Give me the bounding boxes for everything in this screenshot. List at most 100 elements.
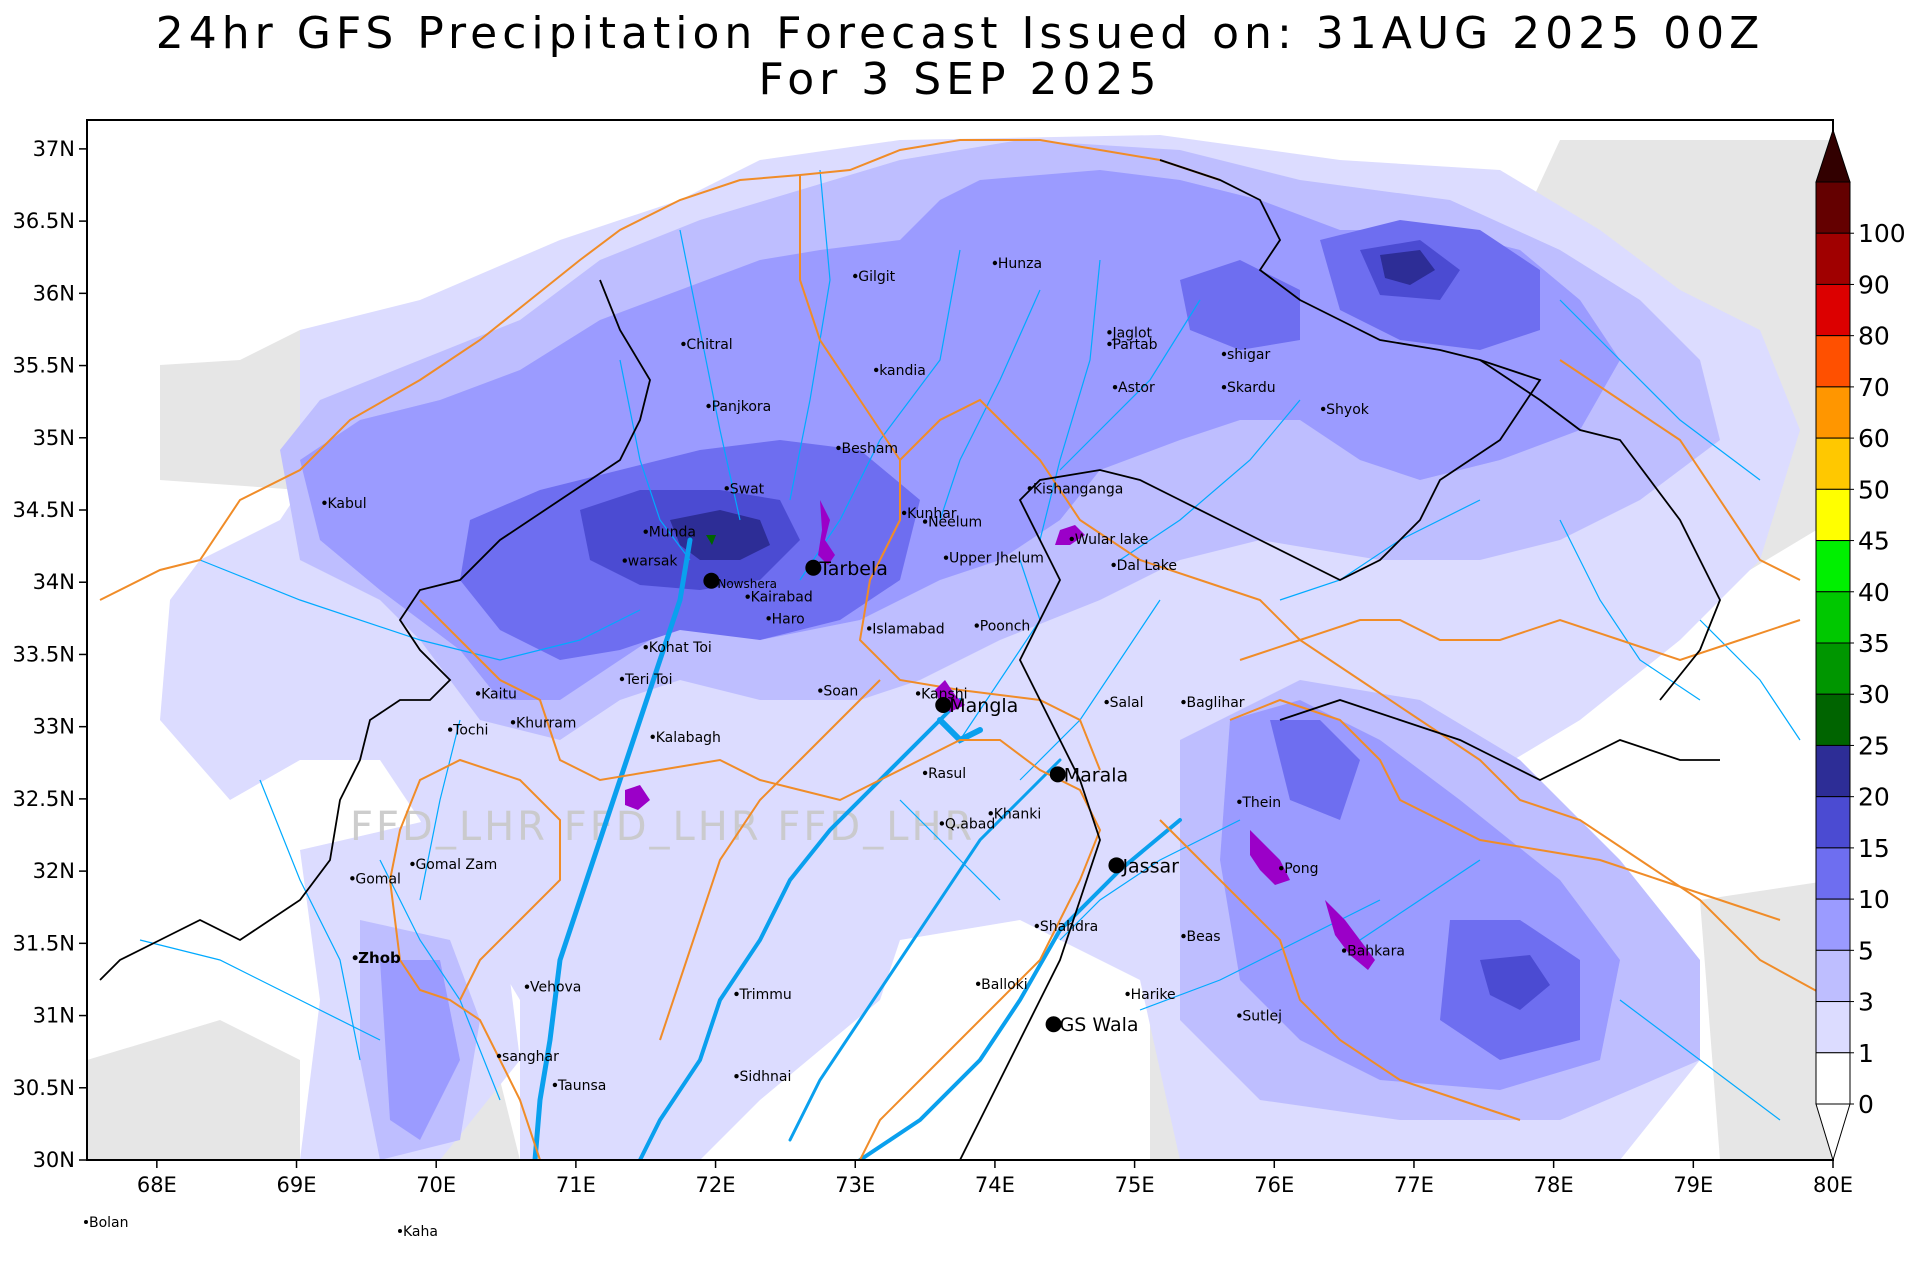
station-label: Jaglot: [1111, 325, 1152, 341]
colorbar-bottom-arrow: [1815, 1103, 1851, 1162]
colorbar-swatch: [1815, 1052, 1851, 1105]
colorbar-label: 3: [1858, 988, 1874, 1017]
station-dot: [1107, 341, 1112, 347]
lat-tick-label: 31N: [33, 1004, 75, 1028]
precipitation-fields: FFD_LHR FFD_LHR FFD_LHR: [87, 135, 1833, 1160]
station-label: Rasul: [928, 766, 966, 782]
colorbar-swatch: [1815, 283, 1851, 337]
colorbar-label: 15: [1858, 834, 1890, 863]
station-label: Teri Toi: [624, 672, 673, 688]
dam-marker: [935, 697, 952, 713]
lon-tick-label: 74E: [975, 1173, 1015, 1197]
station-dot: [622, 558, 627, 563]
colorbar-label: 40: [1858, 578, 1890, 607]
station-label: shigar: [1227, 347, 1271, 363]
colorbar-label: 45: [1858, 527, 1890, 556]
station-dot: [524, 984, 530, 989]
lat-tick-label: 33N: [33, 715, 75, 739]
station-label: Wular lake: [1075, 532, 1149, 548]
provincial-boundaries: [99, 139, 1833, 1160]
colorbar-swatch: [1815, 642, 1851, 695]
station-dot: [706, 403, 711, 409]
dam-markers: Tarbela Nowshera Mangla Marala Jassar GS Wala: [703, 558, 1179, 1036]
colorbar-label: 5: [1858, 936, 1874, 965]
station-dot: [818, 688, 823, 693]
station-dot: [496, 1053, 502, 1059]
colorbar-swatch: [1815, 488, 1851, 542]
station-label-bold: Zhob: [358, 949, 401, 967]
watermark-text: FFD_LHR FFD_LHR FFD_LHR: [350, 804, 975, 850]
dam-marker: [703, 572, 720, 589]
colorbar-swatch: [1815, 335, 1851, 388]
station-dot: [643, 529, 648, 534]
station-label: Gomal: [355, 871, 401, 887]
station-label: Kishanganga: [1033, 481, 1124, 497]
colorbar-label: 50: [1858, 475, 1890, 504]
map-title-line-2: For 3 SEP 2025: [758, 54, 1162, 105]
station-label: Kalabagh: [656, 730, 721, 746]
station-dot: [992, 260, 998, 266]
lon-tick-label: 71E: [556, 1173, 596, 1197]
station-dot: [873, 367, 879, 373]
station-dot: [1125, 991, 1130, 997]
lon-tick-label: 68E: [137, 1173, 177, 1197]
colorbar-label: 1: [1858, 1039, 1874, 1068]
station-label: Poonch: [980, 619, 1031, 635]
station-label: Beas: [1186, 929, 1220, 945]
station-dot: [853, 273, 858, 279]
station-dot: [867, 626, 872, 631]
dam-marker: [805, 559, 822, 576]
station-label: Swat: [730, 481, 765, 497]
station-dot: [84, 1220, 88, 1224]
station-dot: [1181, 699, 1186, 705]
colorbar-label: 90: [1858, 270, 1890, 299]
lat-tick-label: 32.5N: [13, 787, 75, 811]
lon-tick-label: 72E: [696, 1173, 736, 1197]
station-label: Tochi: [452, 723, 488, 739]
colorbar-swatch: [1815, 949, 1851, 1003]
station-dot: [352, 955, 358, 961]
station-dot: [922, 770, 928, 776]
station-dot: [1104, 699, 1109, 705]
station-label: Pong: [1284, 861, 1318, 877]
lon-tick-label: 76E: [1254, 1173, 1294, 1197]
station-label: Bolan: [89, 1215, 129, 1231]
station-label: Partab: [1112, 337, 1157, 353]
station-dot: [1034, 923, 1040, 929]
dam-label: Nowshera: [717, 577, 777, 591]
lat-tick-label: 36N: [33, 281, 75, 305]
station-dot: [974, 623, 979, 628]
station-label: Neelum: [928, 515, 982, 531]
dam-label: GS Wala: [1060, 1014, 1139, 1036]
station-dot: [643, 645, 648, 650]
colorbar-label: 10: [1858, 885, 1890, 914]
station-label: Gilgit: [858, 269, 895, 285]
lon-tick-label: 77E: [1394, 1173, 1434, 1197]
lon-tick-label: 75E: [1115, 1173, 1155, 1197]
colorbar-swatch: [1815, 437, 1851, 490]
station-dot: [510, 720, 516, 725]
station-label: Soan: [823, 684, 858, 700]
station-label: Astor: [1118, 380, 1155, 396]
station-label: Munda: [649, 525, 696, 541]
station-label: warsak: [628, 554, 679, 570]
station-label: kandia: [879, 363, 926, 379]
colorbar-label: 70: [1858, 373, 1890, 402]
station-label: Sutlej: [1242, 1009, 1282, 1025]
station-label: Kaitu: [481, 686, 517, 702]
colorbar-swatch: [1815, 181, 1851, 234]
latitude-axis: 30N 30.5N 31N 31.5N 32N 32.5N 33N 33.5N 34N 34.5N…: [13, 137, 87, 1172]
lat-tick-label: 36.5N: [13, 209, 75, 233]
station-label: Dal Lake: [1117, 558, 1177, 574]
station-dot: [1112, 385, 1118, 390]
dam-marker: [1045, 1016, 1062, 1033]
station-label: Kohat Toi: [649, 640, 712, 656]
station-label: Shahdra: [1040, 919, 1098, 935]
station-label: Hunza: [998, 256, 1042, 272]
colorbar-swatch: [1815, 898, 1851, 951]
station-label: Kaha: [403, 1224, 438, 1240]
station-dot: [398, 1229, 402, 1233]
lon-tick-label: 73E: [835, 1173, 875, 1197]
